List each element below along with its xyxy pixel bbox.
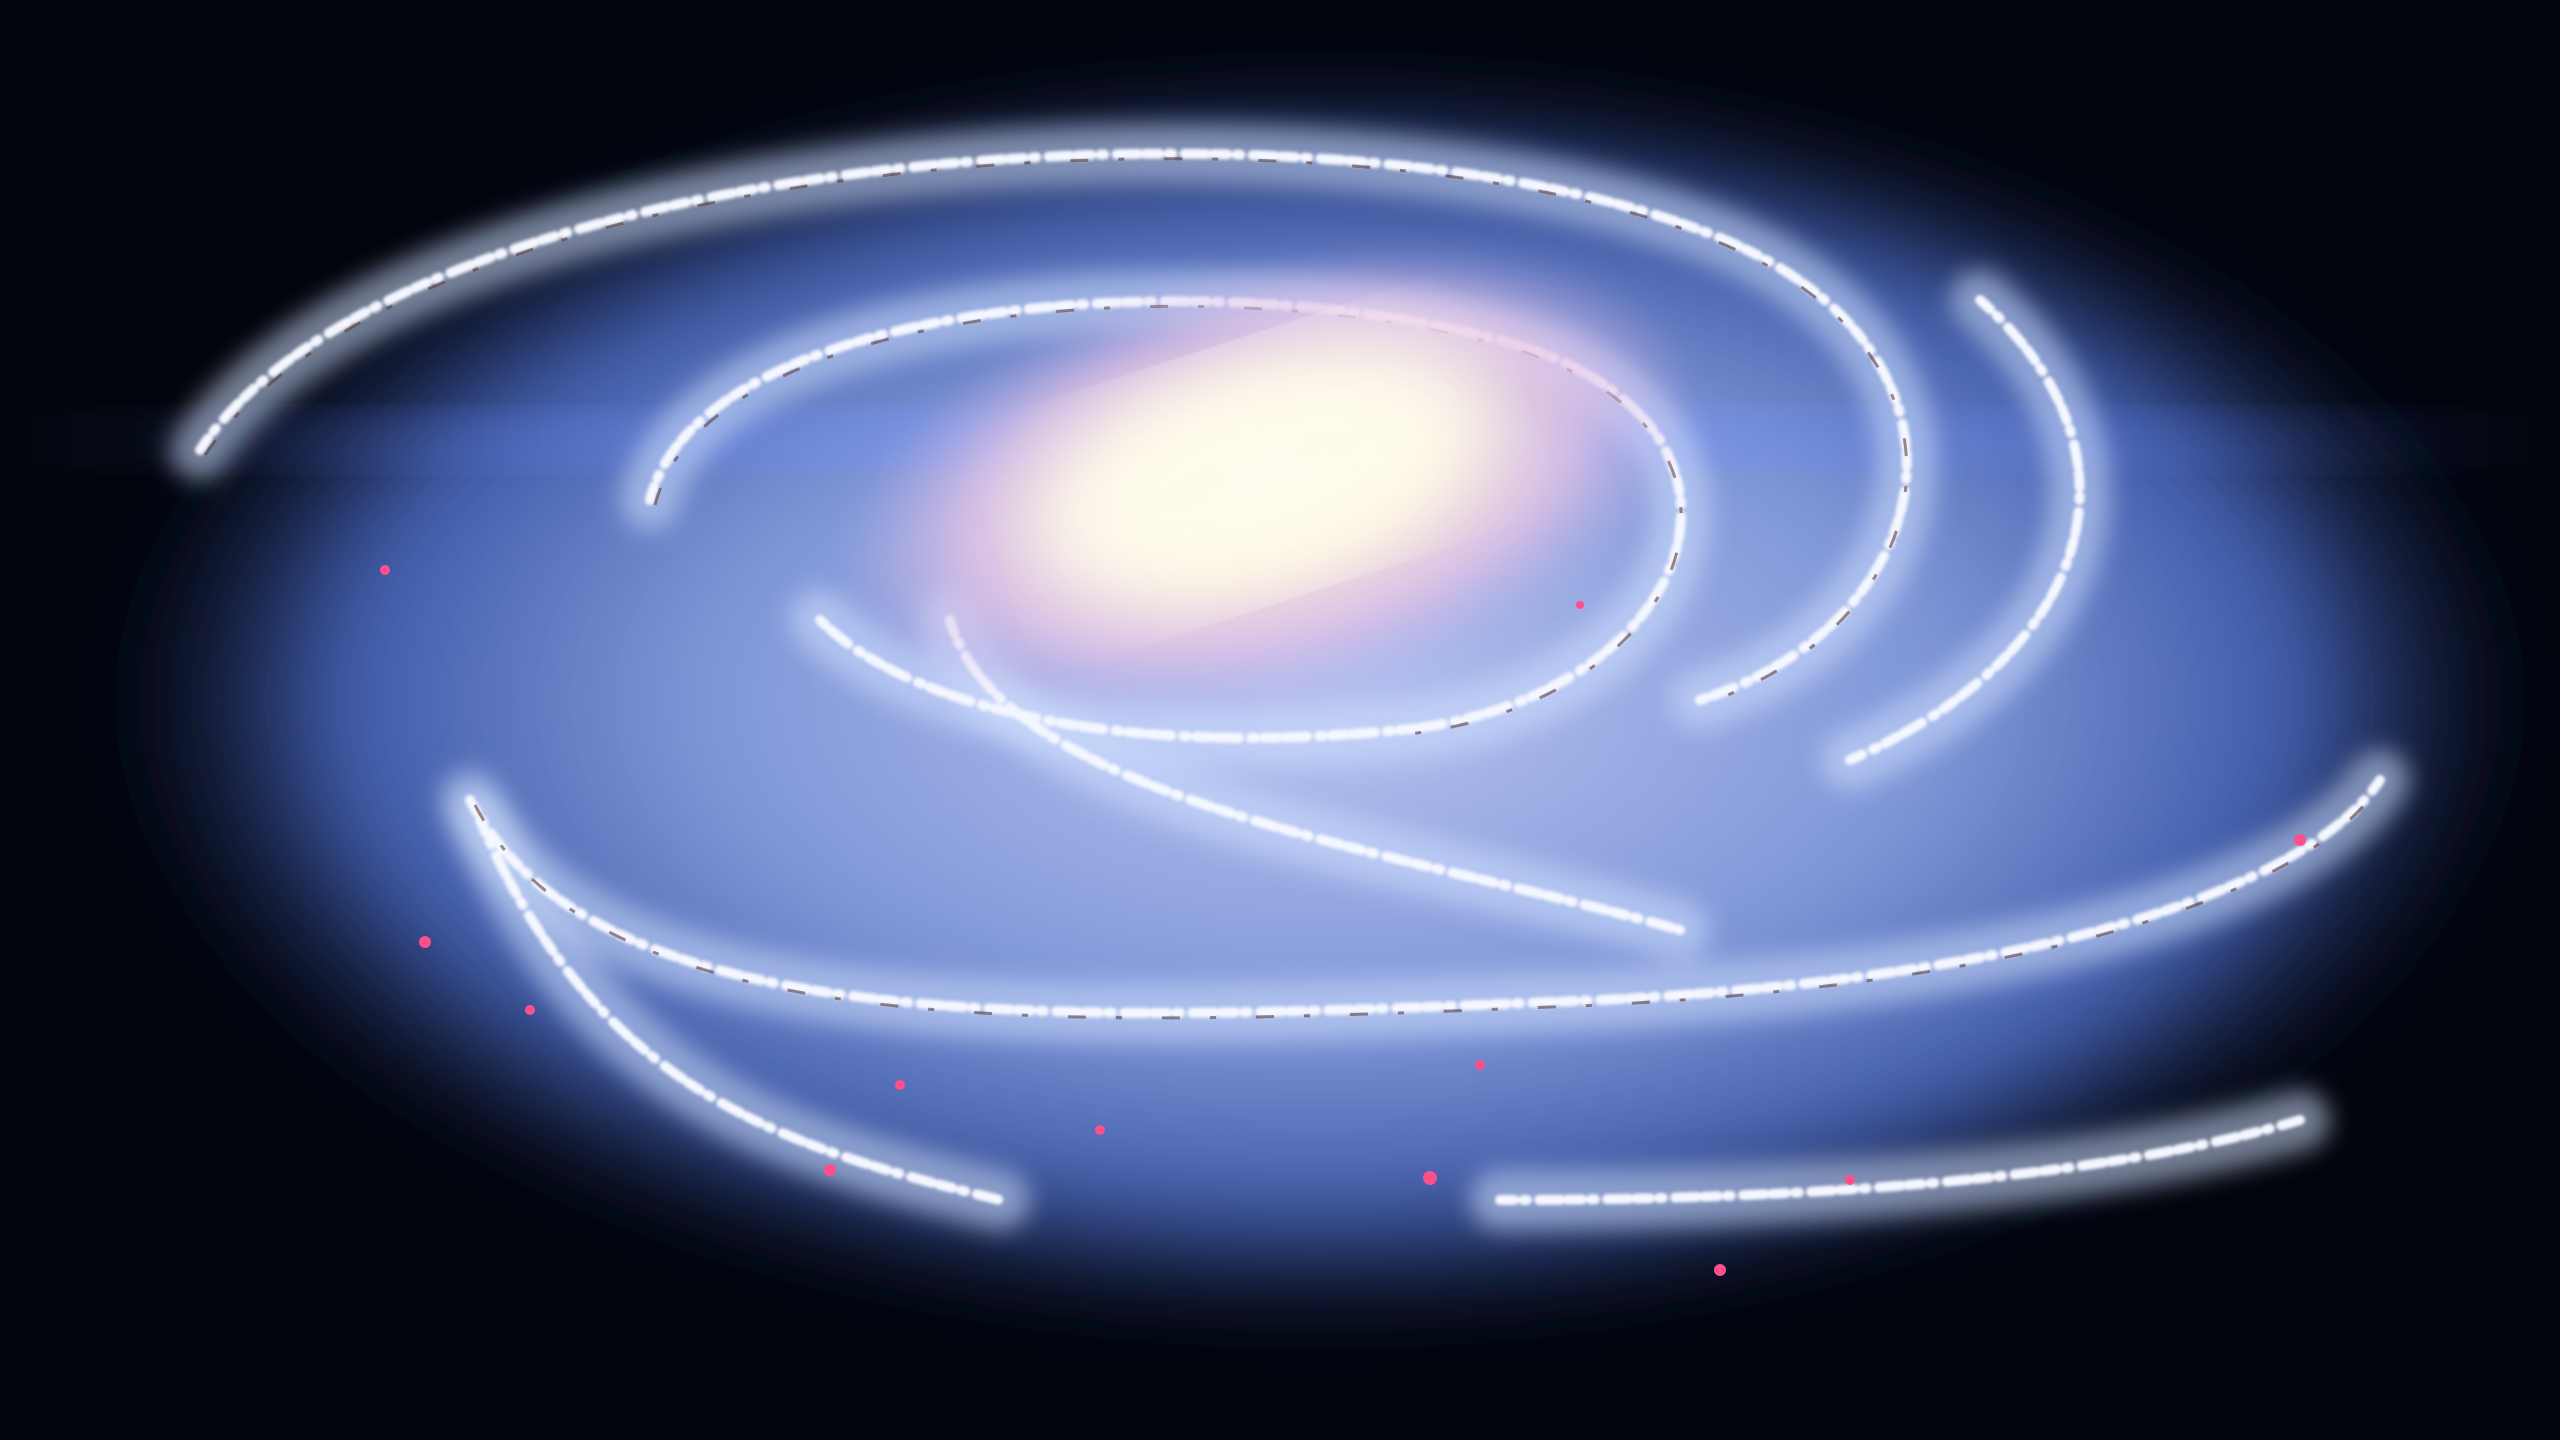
dust-lanes (203, 157, 2382, 1020)
core-bright (1038, 343, 1482, 597)
spiral-arms-stars (195, 148, 2385, 1205)
star-forming-regions (380, 565, 2306, 1276)
